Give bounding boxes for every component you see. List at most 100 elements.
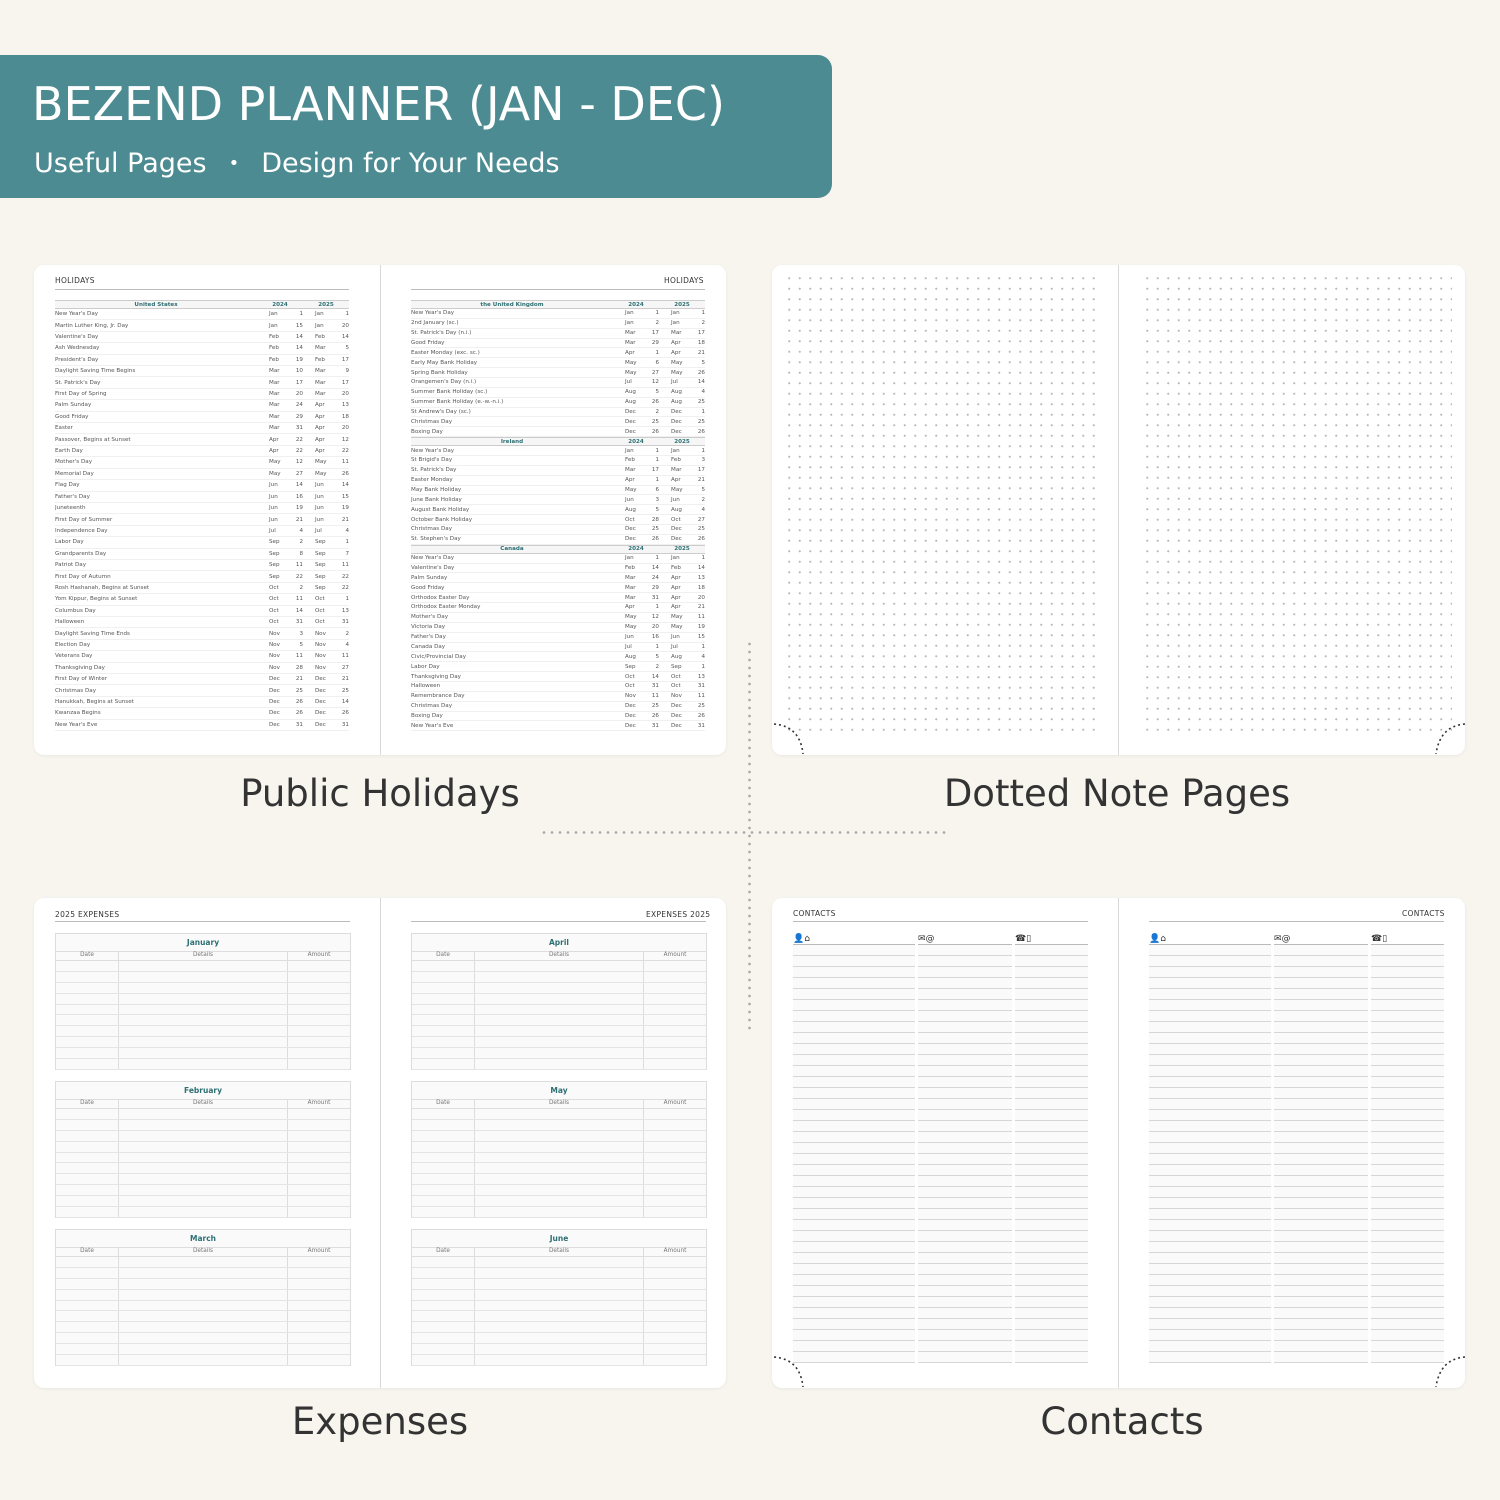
contact-line[interactable] bbox=[1274, 1055, 1368, 1066]
expense-cell[interactable] bbox=[56, 1130, 119, 1141]
expense-row[interactable] bbox=[412, 1311, 706, 1323]
expense-cell[interactable] bbox=[644, 1333, 706, 1343]
contact-line[interactable] bbox=[1274, 1319, 1368, 1330]
expense-row[interactable] bbox=[412, 1163, 706, 1175]
contact-line[interactable] bbox=[1015, 1352, 1088, 1363]
contact-line[interactable] bbox=[918, 1187, 1012, 1198]
expense-row[interactable] bbox=[56, 1152, 350, 1164]
contact-line[interactable] bbox=[793, 1154, 915, 1165]
contact-line[interactable] bbox=[793, 1033, 915, 1044]
contact-line[interactable] bbox=[793, 1088, 915, 1099]
expense-cell[interactable] bbox=[119, 1048, 288, 1059]
expense-row[interactable] bbox=[412, 1278, 706, 1290]
expense-cell[interactable] bbox=[56, 1174, 119, 1185]
expense-cell[interactable] bbox=[119, 1322, 288, 1333]
contact-line[interactable] bbox=[1015, 1055, 1088, 1066]
expense-cell[interactable] bbox=[475, 1163, 644, 1174]
contact-line[interactable] bbox=[1149, 1044, 1271, 1055]
expense-cell[interactable] bbox=[644, 1311, 706, 1321]
expense-cell[interactable] bbox=[119, 1059, 288, 1069]
expense-cell[interactable] bbox=[644, 1279, 706, 1289]
contact-line[interactable] bbox=[1149, 1220, 1271, 1231]
contact-line[interactable] bbox=[1149, 1253, 1271, 1264]
expense-cell[interactable] bbox=[56, 1163, 119, 1174]
expense-row[interactable] bbox=[412, 1048, 706, 1060]
contact-line[interactable] bbox=[1149, 956, 1271, 967]
contact-line[interactable] bbox=[1015, 1121, 1088, 1132]
expense-row[interactable] bbox=[412, 1119, 706, 1131]
expense-cell[interactable] bbox=[56, 1355, 119, 1365]
expense-cell[interactable] bbox=[288, 1185, 350, 1195]
contact-line[interactable] bbox=[793, 967, 915, 978]
expense-row[interactable] bbox=[412, 1130, 706, 1142]
expense-row[interactable] bbox=[56, 1278, 350, 1290]
expense-cell[interactable] bbox=[288, 1322, 350, 1332]
contact-line[interactable] bbox=[1149, 989, 1271, 1000]
contact-line[interactable] bbox=[793, 1066, 915, 1077]
expense-cell[interactable] bbox=[288, 1109, 350, 1119]
expense-cell[interactable] bbox=[119, 1141, 288, 1152]
contact-line[interactable] bbox=[1149, 1088, 1271, 1099]
expense-cell[interactable] bbox=[119, 1037, 288, 1048]
expense-cell[interactable] bbox=[56, 1109, 119, 1119]
expense-cell[interactable] bbox=[56, 1048, 119, 1059]
expense-row[interactable] bbox=[412, 971, 706, 983]
contact-line[interactable] bbox=[918, 1110, 1012, 1121]
contact-line[interactable] bbox=[1274, 1110, 1368, 1121]
contact-line[interactable] bbox=[793, 1352, 915, 1363]
expense-cell[interactable] bbox=[412, 1152, 475, 1163]
contact-line[interactable] bbox=[918, 1286, 1012, 1297]
expense-cell[interactable] bbox=[119, 1015, 288, 1026]
contact-line[interactable] bbox=[1274, 1242, 1368, 1253]
expense-cell[interactable] bbox=[412, 993, 475, 1004]
contact-line[interactable] bbox=[1149, 1330, 1271, 1341]
expense-cell[interactable] bbox=[412, 1048, 475, 1059]
contact-line[interactable] bbox=[1371, 1099, 1444, 1110]
contact-line[interactable] bbox=[1274, 1165, 1368, 1176]
contact-line[interactable] bbox=[918, 1143, 1012, 1154]
expense-row[interactable] bbox=[412, 1333, 706, 1345]
expense-cell[interactable] bbox=[412, 1130, 475, 1141]
contact-line[interactable] bbox=[1371, 1044, 1444, 1055]
expense-cell[interactable] bbox=[119, 1344, 288, 1355]
contact-line[interactable] bbox=[1371, 1231, 1444, 1242]
contact-line[interactable] bbox=[1274, 1352, 1368, 1363]
expense-row[interactable] bbox=[412, 1059, 706, 1070]
expense-cell[interactable] bbox=[412, 1119, 475, 1130]
contact-line[interactable] bbox=[793, 1055, 915, 1066]
expense-cell[interactable] bbox=[412, 1333, 475, 1344]
expense-cell[interactable] bbox=[288, 1196, 350, 1206]
expense-cell[interactable] bbox=[644, 1355, 706, 1365]
expense-row[interactable] bbox=[56, 961, 350, 972]
contact-line[interactable] bbox=[1015, 1253, 1088, 1264]
contact-line[interactable] bbox=[1149, 1319, 1271, 1330]
contact-line[interactable] bbox=[1015, 1341, 1088, 1352]
contact-line[interactable] bbox=[1371, 1110, 1444, 1121]
contact-line[interactable] bbox=[793, 956, 915, 967]
expense-cell[interactable] bbox=[475, 1048, 644, 1059]
expense-row[interactable] bbox=[412, 1037, 706, 1049]
expense-row[interactable] bbox=[56, 1344, 350, 1356]
expense-cell[interactable] bbox=[288, 1163, 350, 1173]
contact-line[interactable] bbox=[1015, 1187, 1088, 1198]
expense-row[interactable] bbox=[412, 1344, 706, 1356]
expense-cell[interactable] bbox=[119, 1109, 288, 1119]
expense-cell[interactable] bbox=[475, 1333, 644, 1344]
contact-line[interactable] bbox=[918, 1275, 1012, 1286]
contact-line[interactable] bbox=[1274, 1275, 1368, 1286]
contact-line[interactable] bbox=[1015, 1286, 1088, 1297]
expense-cell[interactable] bbox=[412, 982, 475, 993]
expense-cell[interactable] bbox=[56, 1004, 119, 1015]
contact-line[interactable] bbox=[918, 1341, 1012, 1352]
expense-cell[interactable] bbox=[412, 1257, 475, 1267]
contact-line[interactable] bbox=[1015, 1154, 1088, 1165]
contact-line[interactable] bbox=[1015, 1033, 1088, 1044]
expense-cell[interactable] bbox=[56, 1300, 119, 1311]
expense-row[interactable] bbox=[56, 982, 350, 994]
contact-line[interactable] bbox=[793, 1275, 915, 1286]
contact-line[interactable] bbox=[793, 978, 915, 989]
contact-line[interactable] bbox=[918, 1220, 1012, 1231]
contact-line[interactable] bbox=[1371, 1286, 1444, 1297]
contact-line[interactable] bbox=[1015, 967, 1088, 978]
contact-line[interactable] bbox=[793, 1187, 915, 1198]
